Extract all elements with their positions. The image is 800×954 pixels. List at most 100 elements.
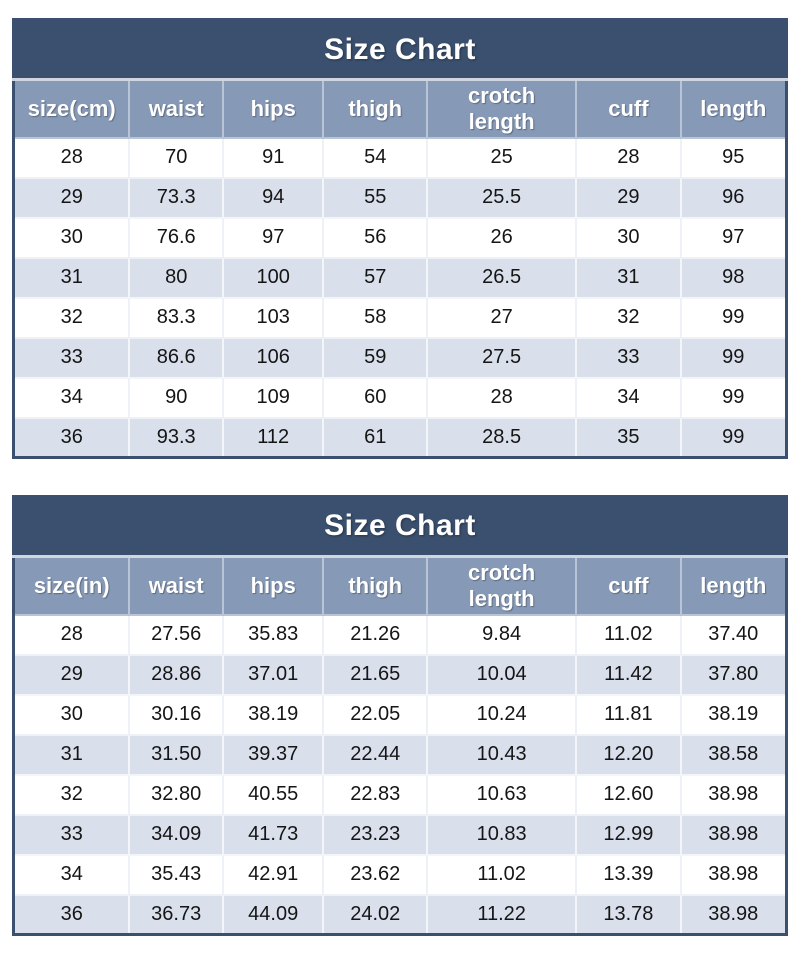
table-cell: 100 — [221, 256, 325, 299]
table-cell: 109 — [221, 376, 325, 419]
table-title: Size Chart — [13, 496, 787, 558]
column-header: crotch length — [426, 79, 578, 139]
table-cell: 95 — [679, 136, 787, 179]
table-cell: 93.3 — [128, 416, 224, 459]
table-cell: 23.62 — [322, 853, 429, 896]
table-cell: 97 — [679, 216, 787, 259]
table-cell: 21.26 — [322, 613, 429, 656]
table-cell: 106 — [221, 336, 325, 379]
table-cell: 60 — [322, 376, 429, 419]
column-header-label: length — [700, 572, 767, 598]
table-cell: 32 — [13, 773, 131, 816]
table-cell: 31.50 — [128, 733, 224, 776]
column-header: length — [679, 79, 787, 139]
table-cell: 99 — [679, 376, 787, 419]
column-header: size(cm) — [13, 79, 131, 139]
table-cell: 103 — [221, 296, 325, 339]
table-cell: 10.63 — [426, 773, 578, 816]
table-cell: 33 — [13, 336, 131, 379]
table-row: 30 76.6 97 56 26 30 97 — [13, 216, 787, 259]
table-title: Size Chart — [13, 19, 787, 81]
table-row: 33 34.09 41.73 23.23 10.83 12.99 38.98 — [13, 813, 787, 856]
column-header-label: cuff — [608, 572, 649, 598]
table-cell: 83.3 — [128, 296, 224, 339]
table-cell: 38.58 — [679, 733, 787, 776]
table-cell: 29 — [13, 653, 131, 696]
table-cell: 37.40 — [679, 613, 787, 656]
table-cell: 80 — [128, 256, 224, 299]
table-cell: 41.73 — [221, 813, 325, 856]
table-cell: 38.98 — [679, 893, 787, 936]
table-row: 29 28.86 37.01 21.65 10.04 11.42 37.80 — [13, 653, 787, 696]
table-row: 31 31.50 39.37 22.44 10.43 12.20 38.58 — [13, 733, 787, 776]
table-cell: 36 — [13, 416, 131, 459]
table-cell: 58 — [322, 296, 429, 339]
table-cell: 37.80 — [679, 653, 787, 696]
table-cell: 33 — [13, 813, 131, 856]
table-cell: 32.80 — [128, 773, 224, 816]
table-cell: 99 — [679, 336, 787, 379]
table-cell: 94 — [221, 176, 325, 219]
table-cell: 30 — [13, 693, 131, 736]
table-cell: 56 — [322, 216, 429, 259]
table-cell: 86.6 — [128, 336, 224, 379]
table-cell: 22.83 — [322, 773, 429, 816]
table-cell: 34 — [575, 376, 682, 419]
column-header-label: thigh — [348, 572, 403, 598]
table-cell: 38.19 — [679, 693, 787, 736]
size-chart-table-in: Size Chart size(in) waist hips thigh crotch l… — [12, 494, 788, 936]
table-row: 36 93.3 112 61 28.5 35 99 — [13, 416, 787, 459]
table-cell: 38.98 — [679, 813, 787, 856]
table-cell: 26 — [426, 216, 578, 259]
table-cell: 99 — [679, 296, 787, 339]
column-header-label: length — [700, 95, 767, 121]
table-cell: 11.02 — [575, 613, 682, 656]
table-row: 29 73.3 94 55 25.5 29 96 — [13, 176, 787, 219]
column-header: hips — [221, 79, 325, 139]
table-row: 28 70 91 54 25 28 95 — [13, 136, 787, 179]
table-row: 31 80 100 57 26.5 31 98 — [13, 256, 787, 299]
table-cell: 11.02 — [426, 853, 578, 896]
table-cell: 97 — [221, 216, 325, 259]
table-cell: 28.86 — [128, 653, 224, 696]
column-header: thigh — [322, 79, 429, 139]
table-cell: 10.04 — [426, 653, 578, 696]
table-cell: 61 — [322, 416, 429, 459]
table-cell: 12.60 — [575, 773, 682, 816]
table-row: 34 90 109 60 28 34 99 — [13, 376, 787, 419]
table-cell: 12.20 — [575, 733, 682, 776]
table-cell: 38.98 — [679, 773, 787, 816]
table-cell: 34.09 — [128, 813, 224, 856]
table-cell: 21.65 — [322, 653, 429, 696]
table-cell: 76.6 — [128, 216, 224, 259]
table-cell: 59 — [322, 336, 429, 379]
column-header: size(in) — [13, 556, 131, 616]
table-cell: 32 — [575, 296, 682, 339]
table-cell: 9.84 — [426, 613, 578, 656]
table-cell: 30 — [13, 216, 131, 259]
table-cell: 44.09 — [221, 893, 325, 936]
column-header-label: size(cm) — [27, 95, 116, 121]
table-cell: 13.78 — [575, 893, 682, 936]
table-cell: 36 — [13, 893, 131, 936]
table-cell: 35.43 — [128, 853, 224, 896]
table-cell: 24.02 — [322, 893, 429, 936]
table-cell: 98 — [679, 256, 787, 299]
table-cell: 30.16 — [128, 693, 224, 736]
table-cell: 55 — [322, 176, 429, 219]
column-header-label: crotch length — [468, 83, 536, 134]
table-cell: 28 — [13, 613, 131, 656]
table-cell: 10.24 — [426, 693, 578, 736]
column-header-label: waist — [148, 572, 204, 598]
table-cell: 35 — [575, 416, 682, 459]
table-cell: 57 — [322, 256, 429, 299]
table-row: 34 35.43 42.91 23.62 11.02 13.39 38.98 — [13, 853, 787, 896]
column-header: crotch length — [426, 556, 578, 616]
table-cell: 13.39 — [575, 853, 682, 896]
table-cell: 38.98 — [679, 853, 787, 896]
table-row: 30 30.16 38.19 22.05 10.24 11.81 38.19 — [13, 693, 787, 736]
table-cell: 39.37 — [221, 733, 325, 776]
table-cell: 22.05 — [322, 693, 429, 736]
table-cell: 27.5 — [426, 336, 578, 379]
